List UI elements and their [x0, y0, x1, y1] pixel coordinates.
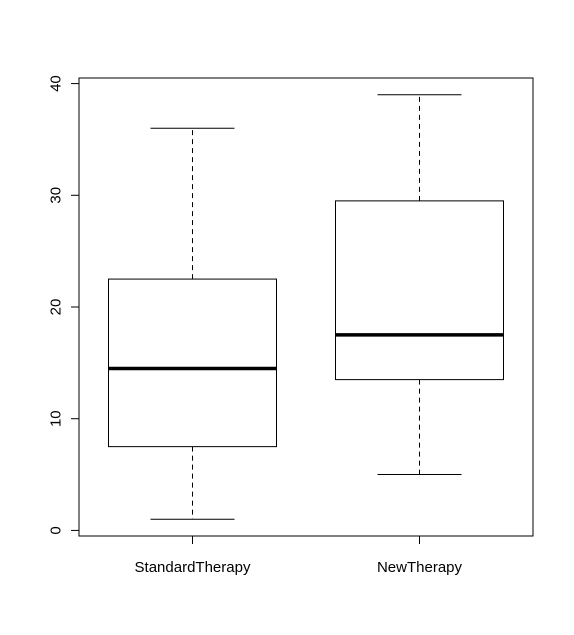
y-tick-label: 0 — [48, 526, 65, 534]
y-tick-label: 40 — [48, 75, 65, 92]
iqr-box — [335, 200, 504, 381]
y-axis: 0 10 20 30 40 — [48, 75, 80, 535]
box-NewTherapy — [335, 94, 504, 476]
x-tick-label: StandardTherapy — [135, 559, 251, 576]
x-tick-label: NewTherapy — [377, 559, 463, 576]
iqr-box — [108, 278, 277, 448]
y-tick-label: 20 — [48, 299, 65, 316]
y-tick-label: 30 — [48, 187, 65, 204]
y-tick-label: 10 — [48, 410, 65, 427]
boxes — [108, 94, 504, 520]
box-StandardTherapy — [108, 127, 277, 520]
x-axis: StandardTherapy NewTherapy — [135, 535, 463, 576]
